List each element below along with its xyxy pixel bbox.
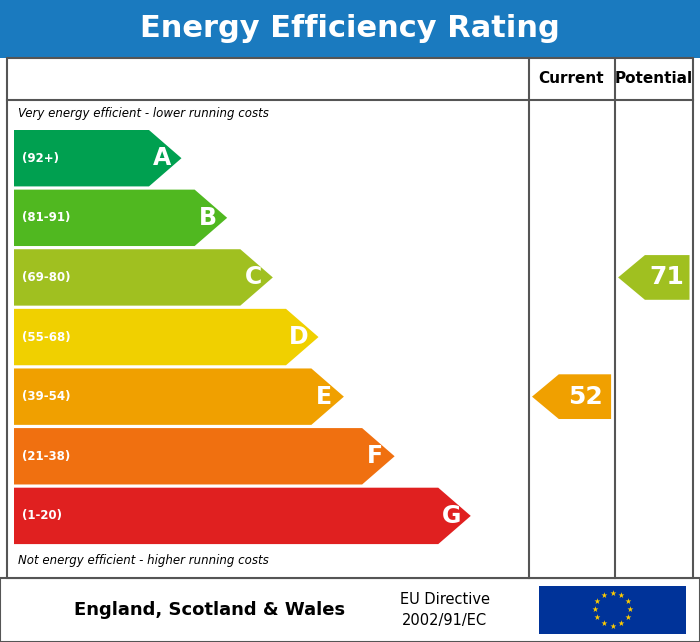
Text: Potential: Potential: [615, 71, 693, 86]
Text: Not energy efficient - higher running costs: Not energy efficient - higher running co…: [18, 553, 268, 567]
Text: EU Directive
2002/91/EC: EU Directive 2002/91/EC: [400, 592, 489, 628]
Text: ★: ★: [624, 597, 631, 606]
Text: B: B: [199, 206, 216, 230]
Text: (92+): (92+): [22, 152, 60, 165]
Text: C: C: [244, 265, 262, 290]
Text: Energy Efficiency Rating: Energy Efficiency Rating: [140, 14, 560, 44]
Bar: [539, 586, 686, 634]
Text: (1-20): (1-20): [22, 509, 62, 523]
Text: (81-91): (81-91): [22, 211, 71, 224]
Text: (39-54): (39-54): [22, 390, 71, 403]
Text: (21-38): (21-38): [22, 450, 71, 463]
Text: ★: ★: [601, 620, 607, 629]
Polygon shape: [14, 189, 227, 246]
Polygon shape: [618, 255, 690, 300]
Bar: [0, 578, 700, 642]
Polygon shape: [14, 309, 318, 365]
Text: ★: ★: [609, 589, 616, 598]
Text: ★: ★: [624, 614, 631, 623]
Text: ★: ★: [618, 620, 624, 629]
Polygon shape: [14, 428, 395, 485]
Text: England, Scotland & Wales: England, Scotland & Wales: [74, 601, 346, 619]
Text: A: A: [153, 146, 171, 170]
Bar: [0, 0, 700, 58]
Text: ★: ★: [618, 591, 624, 600]
Text: D: D: [289, 325, 309, 349]
Text: Very energy efficient - lower running costs: Very energy efficient - lower running co…: [18, 107, 268, 121]
Text: ★: ★: [594, 597, 601, 606]
Text: ★: ★: [609, 621, 616, 630]
Text: Current: Current: [539, 71, 604, 86]
Polygon shape: [14, 488, 470, 544]
Polygon shape: [14, 249, 273, 306]
Text: F: F: [367, 444, 383, 468]
Text: G: G: [442, 504, 461, 528]
Text: (69-80): (69-80): [22, 271, 71, 284]
Text: ★: ★: [601, 591, 607, 600]
Text: 52: 52: [568, 385, 602, 409]
Text: 71: 71: [650, 265, 685, 290]
Polygon shape: [532, 374, 611, 419]
Text: ★: ★: [592, 605, 598, 614]
Text: E: E: [316, 385, 332, 409]
Polygon shape: [14, 369, 344, 425]
Bar: [7, 58, 693, 578]
Text: ★: ★: [594, 614, 601, 623]
Polygon shape: [14, 130, 181, 186]
Text: (55-68): (55-68): [22, 331, 71, 343]
Text: ★: ★: [626, 605, 634, 614]
